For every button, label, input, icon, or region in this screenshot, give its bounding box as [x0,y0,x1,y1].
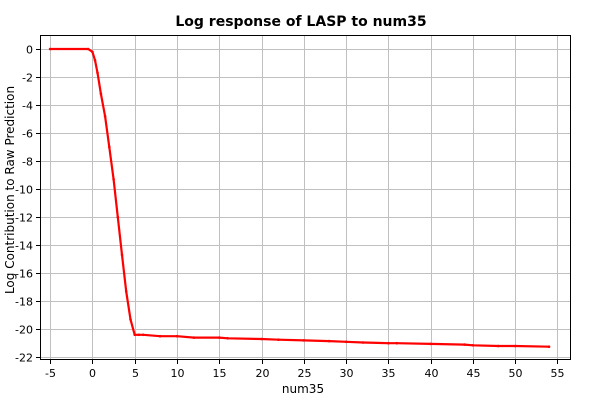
data-point [260,337,263,341]
y-tick-label: -8 [22,156,33,169]
chart-title: Log response of LASP to num35 [175,14,426,30]
x-tick-label: 45 [467,367,481,380]
data-point [327,339,331,343]
data-point [361,341,365,344]
x-tick-label: 25 [298,367,312,380]
y-tick-label: -12 [15,212,33,225]
y-tick-label: -4 [22,100,33,113]
data-point [192,336,196,339]
y-tick-label: -6 [22,128,33,141]
data-point [387,341,390,345]
x-axis-title: num35 [282,382,324,396]
data-point [124,290,128,293]
y-tick-label: -14 [15,240,33,253]
y-tick-label: 0 [26,44,33,57]
y-tick-label: -20 [15,324,33,337]
x-tick-label: 0 [89,367,96,380]
x-tick-label: 40 [425,367,439,380]
data-point [112,178,115,181]
data-point [48,47,52,51]
x-tick-label: 35 [382,367,396,380]
x-tick-label: 30 [340,367,354,380]
plot-frame [40,35,571,360]
series-layer [48,47,551,349]
data-point [91,50,94,54]
data-point [218,336,221,339]
x-tick-label: 20 [256,367,270,380]
y-tick-label: -22 [15,352,33,365]
data-point [175,334,179,338]
data-point [129,318,132,321]
data-point [93,58,97,62]
data-point [513,344,517,348]
data-point [471,344,475,347]
y-tick-label: -10 [15,184,33,197]
data-point [547,345,551,349]
data-point [429,342,432,346]
data-point [395,341,399,345]
x-tick-label: 5 [132,367,139,380]
plot-area [40,35,571,360]
gridlines [40,35,571,360]
data-point [277,338,280,342]
x-tick-label: -5 [45,367,56,380]
data-point [141,333,145,337]
x-tick-label: 15 [213,367,227,380]
x-tick-label: 55 [551,367,565,380]
data-point [463,343,466,346]
data-point [116,215,120,219]
data-point [86,47,90,51]
x-tick-label: 10 [171,367,185,380]
data-point [103,115,107,118]
y-axis-ticks: 0 -2 -4 -6 -8 -10 -12 -14 -16 -18 -20 -22 [15,44,40,365]
y-tick-label: -18 [15,296,33,309]
data-point [120,253,124,257]
data-point [302,339,306,342]
data-point [96,71,99,75]
x-axis-ticks: -5 0 5 10 15 20 25 30 35 40 45 50 55 [45,360,565,380]
data-point [226,337,229,340]
data-point [99,92,103,96]
data-point [133,333,136,337]
y-tick-label: -16 [15,268,33,281]
data-point [158,334,162,338]
data-point [497,344,500,348]
y-axis-title: Log Contribution to Raw Prediction [3,86,17,294]
data-point [344,340,348,344]
y-tick-label: -2 [22,72,33,85]
data-point [137,333,141,337]
data-point [108,145,111,149]
x-tick-label: 50 [509,367,523,380]
